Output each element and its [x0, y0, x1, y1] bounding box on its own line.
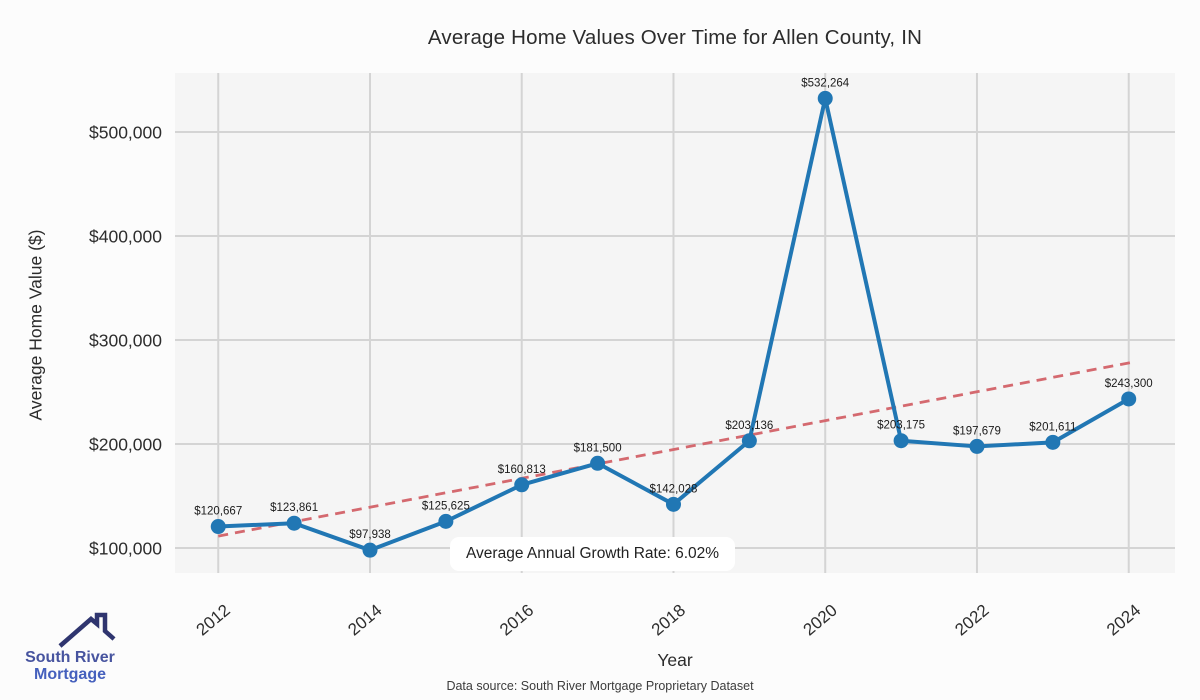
data-source-note: Data source: South River Mortgage Propri… [446, 679, 754, 693]
house-roof-icon [58, 612, 116, 648]
data-point-marker [1121, 391, 1137, 407]
logo-text-line1: South River [25, 649, 115, 666]
data-point-label: $203,136 [725, 420, 773, 432]
data-point-marker [514, 477, 530, 493]
data-point-marker [969, 438, 985, 454]
data-point-label: $181,500 [574, 442, 622, 454]
data-point-marker [893, 433, 909, 449]
x-tick-label: 2014 [344, 601, 385, 640]
data-point-label: $120,667 [194, 506, 242, 518]
data-point-label: $532,264 [801, 77, 850, 89]
logo-text-line2: Mortgage [34, 666, 106, 683]
data-point-label: $125,625 [422, 500, 470, 512]
y-tick-label: $400,000 [89, 226, 162, 246]
x-tick-label: 2024 [1103, 601, 1144, 640]
data-point-label: $243,300 [1105, 378, 1153, 390]
data-point-label: $201,611 [1029, 421, 1076, 433]
data-point-marker [438, 513, 454, 529]
data-point-marker [362, 542, 378, 558]
x-tick-label: 2020 [800, 601, 841, 640]
data-point-label: $203,175 [877, 420, 925, 432]
y-tick-label: $200,000 [89, 435, 162, 455]
x-tick-label: 2018 [648, 601, 689, 640]
data-point-marker [665, 496, 681, 512]
data-point-marker [210, 519, 226, 535]
chart-title: Average Home Values Over Time for Allen … [427, 26, 923, 49]
y-axis-title: Average Home Value ($) [25, 229, 46, 421]
data-point-marker [741, 433, 757, 449]
y-tick-label: $500,000 [89, 122, 162, 142]
data-point-marker [286, 515, 302, 531]
data-point-marker [817, 90, 833, 106]
x-tick-label: 2012 [193, 601, 234, 640]
x-axis-title: Year [657, 650, 693, 670]
y-tick-label: $100,000 [89, 539, 162, 559]
plot-background [175, 73, 1175, 573]
data-point-label: $142,028 [649, 483, 697, 495]
data-point-label: $123,861 [270, 502, 318, 514]
data-point-label: $97,938 [349, 529, 391, 541]
data-point-marker [1045, 434, 1061, 450]
data-point-marker [590, 455, 606, 471]
y-tick-label: $300,000 [89, 331, 162, 351]
data-point-label: $160,813 [498, 464, 546, 476]
company-logo: South River Mortgage [18, 612, 122, 683]
growth-rate-annotation: Average Annual Growth Rate: 6.02% [450, 537, 736, 571]
x-tick-label: 2022 [951, 601, 992, 640]
data-point-label: $197,679 [953, 425, 1001, 437]
trendline [217, 360, 1136, 538]
x-tick-label: 2016 [496, 601, 537, 640]
